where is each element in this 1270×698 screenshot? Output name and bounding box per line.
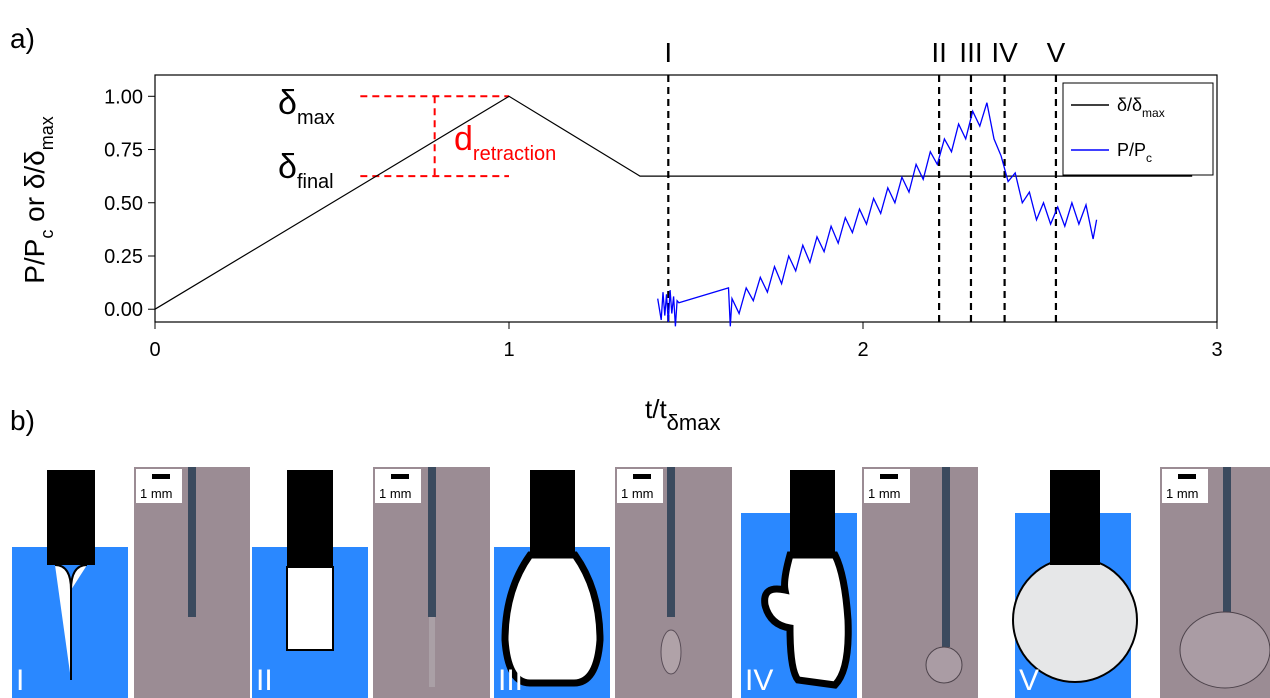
- label-sub: max: [37, 116, 57, 150]
- panel-label: a): [10, 23, 35, 54]
- photo-needle: [667, 467, 675, 617]
- bubble: [287, 567, 333, 650]
- photo-needle: [942, 467, 950, 647]
- scale-label: 1 mm: [379, 486, 412, 501]
- label-text: or δ/δ: [19, 150, 50, 229]
- label: P/Pc or δ/δmax: [19, 116, 57, 284]
- label-text: δ/δ: [1117, 95, 1142, 115]
- x-tick-label: 0: [149, 339, 160, 361]
- x-tick-label: 1: [503, 339, 514, 361]
- panel-label: b): [10, 405, 35, 436]
- needle: [530, 470, 575, 555]
- scale-bar: [152, 474, 170, 479]
- marker-label: II: [931, 37, 947, 68]
- scale-bar: [1178, 474, 1196, 479]
- scale-bar: [880, 474, 898, 479]
- photo-needle: [428, 467, 436, 617]
- x-tick-label: 2: [857, 339, 868, 361]
- scale-label: 1 mm: [1166, 486, 1199, 501]
- marker-label: I: [664, 37, 672, 68]
- scale-label: 1 mm: [868, 486, 901, 501]
- scale-label: 1 mm: [140, 486, 173, 501]
- photo-bubble: [1180, 612, 1270, 688]
- annotation: δfinal: [278, 148, 334, 193]
- frame-label: I: [16, 664, 24, 697]
- marker-label: V: [1047, 37, 1066, 68]
- x-tick-label: 3: [1211, 339, 1222, 361]
- annotation-sub: retraction: [473, 143, 556, 165]
- y-tick-label: 1.00: [104, 86, 143, 108]
- label: t/tδmax: [645, 394, 720, 435]
- scale-bar: [633, 474, 651, 479]
- needle: [287, 470, 333, 567]
- needle: [47, 470, 95, 565]
- scale-bar: [391, 474, 409, 479]
- needle: [790, 470, 835, 555]
- annotation: dretraction: [454, 120, 556, 165]
- panel-b: I 1 mm II 1 mm III 1 mm IV: [12, 467, 1270, 698]
- label-text: P/P: [1117, 140, 1146, 160]
- label-text: t/t: [645, 394, 667, 424]
- y-tick-label: 0.50: [104, 193, 143, 215]
- label-text: P/P: [19, 239, 50, 284]
- frame-label: IV: [745, 664, 773, 697]
- figure: a) b) δmax δfinal dretraction I 1 mm II …: [0, 0, 1270, 698]
- photo-bubble: [429, 617, 435, 687]
- photo-bubble: [661, 630, 681, 674]
- series-line: [658, 103, 1097, 327]
- photo-bubble: [926, 647, 962, 683]
- annotation-text: δ: [278, 84, 297, 122]
- annotation-sub: final: [297, 171, 334, 193]
- scale-label: 1 mm: [621, 486, 654, 501]
- y-tick-label: 0.25: [104, 246, 143, 268]
- needle: [1050, 470, 1100, 565]
- frame-label: II: [256, 664, 273, 697]
- frame-label: III: [498, 664, 523, 697]
- annotation: δmax: [278, 84, 335, 129]
- marker-label: IV: [991, 37, 1018, 68]
- annotation-text: δ: [278, 148, 297, 186]
- photo-needle: [188, 467, 196, 617]
- annotation-sub: max: [297, 107, 335, 129]
- y-tick-label: 0.75: [104, 140, 143, 162]
- annotation-text: d: [454, 120, 473, 158]
- y-tick-label: 0.00: [104, 299, 143, 321]
- marker-label: III: [959, 37, 982, 68]
- label-sub: c: [37, 230, 57, 239]
- label-sub: max: [1142, 106, 1165, 120]
- frame-label: V: [1019, 664, 1039, 697]
- label-sub: δmax: [667, 410, 721, 435]
- page: a) b) δmax δfinal dretraction I 1 mm II …: [0, 0, 1270, 698]
- label-sub: c: [1146, 151, 1152, 165]
